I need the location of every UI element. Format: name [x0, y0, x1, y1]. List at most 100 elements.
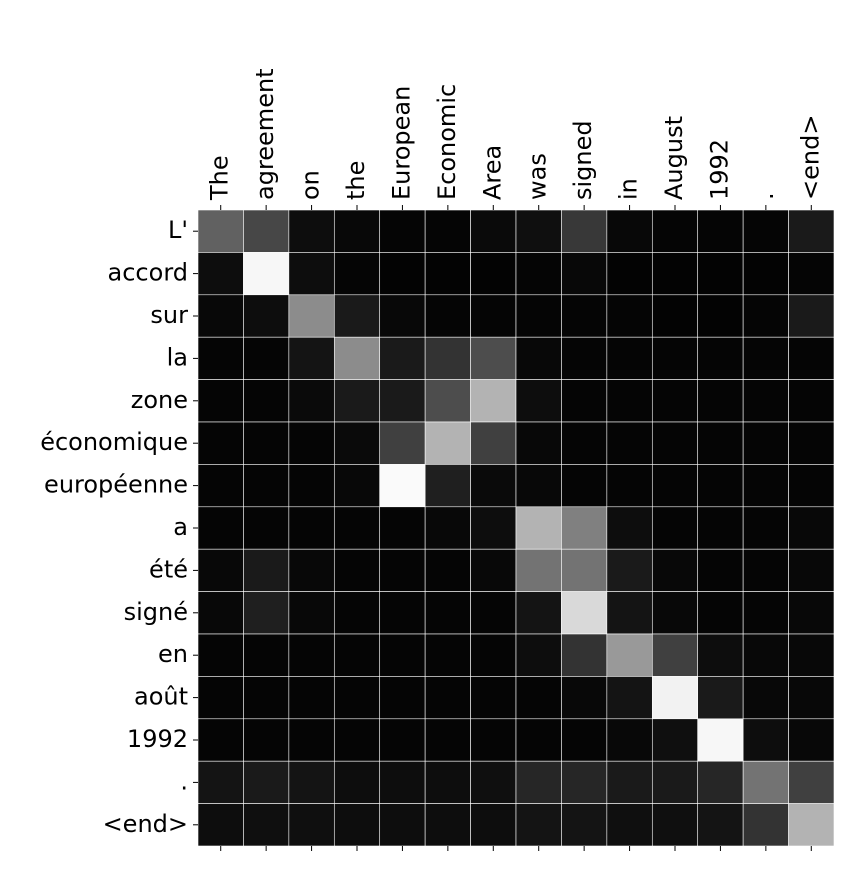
heatmap-cell	[652, 719, 697, 761]
heatmap-cell	[380, 337, 425, 379]
heatmap-cell	[516, 464, 561, 506]
x-axis-label: agreement	[251, 68, 279, 200]
heatmap-cell	[289, 549, 334, 591]
heatmap-cell	[743, 252, 788, 294]
heatmap-cell	[425, 592, 470, 634]
x-axis-label: in	[615, 178, 643, 200]
heatmap-cell	[743, 337, 788, 379]
heatmap-cell	[607, 549, 652, 591]
heatmap-cell	[743, 422, 788, 464]
heatmap-cell	[607, 252, 652, 294]
heatmap-cell	[789, 507, 834, 549]
heatmap-cell	[471, 761, 516, 803]
x-axis-label: .	[751, 192, 779, 200]
heatmap-cell	[743, 761, 788, 803]
heatmap-cell	[471, 592, 516, 634]
heatmap-cell	[471, 464, 516, 506]
heatmap-cell	[380, 252, 425, 294]
heatmap-cell	[425, 252, 470, 294]
heatmap-cell	[561, 337, 606, 379]
heatmap-cell	[198, 676, 243, 718]
heatmap-cell	[789, 676, 834, 718]
heatmap-cell	[698, 422, 743, 464]
heatmap-cell	[289, 464, 334, 506]
heatmap-cell	[289, 719, 334, 761]
heatmap-cell	[516, 507, 561, 549]
heatmap-cell	[652, 761, 697, 803]
heatmap-cell	[198, 380, 243, 422]
heatmap-cell	[607, 634, 652, 676]
heatmap-cell	[743, 549, 788, 591]
heatmap-cell	[652, 210, 697, 252]
heatmap-cell	[652, 804, 697, 846]
heatmap-cell	[516, 422, 561, 464]
x-axis-label: August	[660, 116, 688, 200]
heatmap-cell	[789, 252, 834, 294]
heatmap-cell	[516, 719, 561, 761]
heatmap-cell	[652, 634, 697, 676]
heatmap-cell	[198, 761, 243, 803]
heatmap-cell	[561, 507, 606, 549]
heatmap-cell	[471, 422, 516, 464]
heatmap-cell	[425, 337, 470, 379]
heatmap-cell	[743, 464, 788, 506]
attention-heatmap-figure: L'accordsurlazoneéconomiqueeuropéenneaét…	[0, 0, 868, 889]
heatmap-cell	[243, 464, 288, 506]
heatmap-cell	[471, 380, 516, 422]
heatmap-cell	[198, 210, 243, 252]
heatmap-cell	[471, 676, 516, 718]
heatmap-cell	[334, 210, 379, 252]
heatmap-cell	[698, 507, 743, 549]
heatmap-cell	[380, 634, 425, 676]
y-axis-label: zone	[131, 386, 188, 414]
heatmap-cell	[652, 422, 697, 464]
heatmap-cell	[789, 210, 834, 252]
heatmap-cell	[289, 380, 334, 422]
heatmap-cell	[652, 676, 697, 718]
heatmap-cell	[380, 464, 425, 506]
heatmap-cell	[652, 295, 697, 337]
heatmap-cell	[789, 422, 834, 464]
heatmap-cell	[561, 676, 606, 718]
heatmap-cell	[516, 592, 561, 634]
heatmap-cell	[198, 507, 243, 549]
y-axis-label: <end>	[103, 810, 188, 838]
heatmap-cell	[425, 549, 470, 591]
heatmap-cell	[561, 252, 606, 294]
heatmap-cell	[334, 464, 379, 506]
heatmap-cell	[334, 676, 379, 718]
heatmap-cell	[198, 804, 243, 846]
heatmap-cell	[243, 549, 288, 591]
heatmap-cell	[243, 380, 288, 422]
heatmap-cell	[425, 464, 470, 506]
y-axis-label: accord	[108, 259, 188, 287]
y-axis-label: 1992	[127, 725, 188, 753]
y-axis-label: été	[149, 555, 188, 583]
heatmap-cell	[789, 592, 834, 634]
heatmap-cell	[516, 761, 561, 803]
heatmap-cell	[380, 676, 425, 718]
heatmap-cell	[425, 210, 470, 252]
heatmap-cell	[198, 464, 243, 506]
heatmap-cell	[743, 295, 788, 337]
heatmap-cell	[561, 422, 606, 464]
y-axis-label: .	[180, 767, 188, 795]
heatmap-cell	[471, 337, 516, 379]
heatmap-cell	[425, 507, 470, 549]
heatmap-cell	[198, 549, 243, 591]
heatmap-cell	[516, 634, 561, 676]
heatmap-cell	[516, 252, 561, 294]
heatmap-cell	[425, 634, 470, 676]
heatmap-cell	[789, 549, 834, 591]
y-axis-label: août	[134, 683, 188, 711]
heatmap-cell	[289, 337, 334, 379]
heatmap-cell	[743, 507, 788, 549]
heatmap-cell	[743, 210, 788, 252]
x-axis-label: Area	[478, 145, 506, 200]
heatmap-cell	[289, 676, 334, 718]
heatmap-cell	[698, 761, 743, 803]
heatmap-cell	[607, 464, 652, 506]
heatmap-cell	[607, 210, 652, 252]
heatmap-cell	[652, 507, 697, 549]
heatmap-cell	[334, 337, 379, 379]
